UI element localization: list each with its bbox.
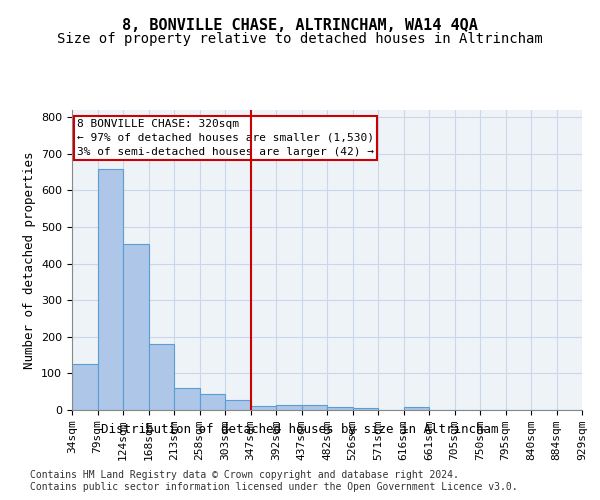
Bar [327,407,353,410]
Bar [199,394,225,410]
Text: Distribution of detached houses by size in Altrincham: Distribution of detached houses by size … [101,422,499,436]
Text: 8 BONVILLE CHASE: 320sqm
← 97% of detached houses are smaller (1,530)
3% of semi: 8 BONVILLE CHASE: 320sqm ← 97% of detach… [77,119,374,157]
Bar [404,407,429,410]
Bar [174,388,199,410]
Bar [353,408,378,410]
Text: Contains public sector information licensed under the Open Government Licence v3: Contains public sector information licen… [30,482,518,492]
Text: 8, BONVILLE CHASE, ALTRINCHAM, WA14 4QA: 8, BONVILLE CHASE, ALTRINCHAM, WA14 4QA [122,18,478,32]
Bar [149,344,174,410]
Text: Size of property relative to detached houses in Altrincham: Size of property relative to detached ho… [57,32,543,46]
Bar [72,364,97,410]
Bar [302,404,327,410]
Y-axis label: Number of detached properties: Number of detached properties [23,151,35,369]
Text: Contains HM Land Registry data © Crown copyright and database right 2024.: Contains HM Land Registry data © Crown c… [30,470,459,480]
Bar [251,406,276,410]
Bar [123,244,149,410]
Bar [225,400,251,410]
Bar [276,404,302,410]
Bar [97,168,123,410]
